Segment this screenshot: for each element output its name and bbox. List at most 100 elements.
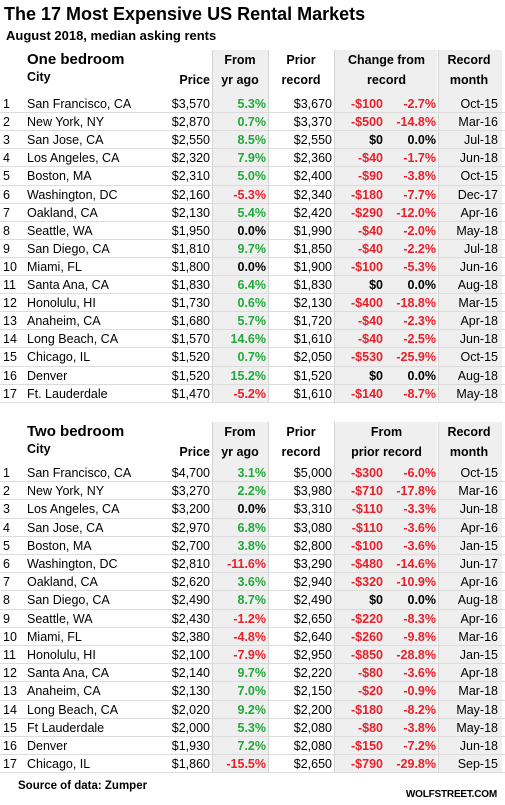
cell: $3,080 [293,520,332,535]
cell: 0.0% [237,259,267,274]
cell: Aug-18 [457,368,498,383]
cell: $2,800 [293,538,332,553]
cell: Sep-15 [457,757,498,772]
cell: -$790 [351,757,383,772]
row-rule [0,275,505,276]
header: prior record [351,445,422,459]
cell: 11 [3,648,16,662]
cell: Ft. Lauderdale [27,386,108,401]
cell: -$500 [351,115,383,130]
row-rule [0,736,505,737]
cell: $3,370 [293,115,332,130]
cell: $3,310 [293,502,332,517]
cell: $2,080 [293,720,332,735]
cell: San Diego, CA [27,593,110,608]
cell: -$290 [351,205,383,220]
cell: -5.3% [233,187,266,202]
cell: -3.8% [403,720,436,735]
cell: San Jose, CA [27,520,104,535]
cell: -2.5% [403,332,436,347]
cell: $3,980 [293,484,332,499]
header: month [449,445,489,459]
cell: -18.8% [396,296,436,311]
cell: Los Angeles, CA [27,151,120,166]
cell: -11.6% [227,557,266,571]
cell: -29.8% [396,757,436,772]
cell: 17 [3,757,17,772]
cell: $1,900 [293,259,332,274]
cell: -$100 [351,97,383,111]
cell: Jun-18 [459,151,498,166]
cell: Anaheim, CA [27,314,101,329]
cell: Washington, DC [27,557,118,571]
row-rule [0,202,505,204]
cell: -14.8% [396,115,436,130]
cell: 9 [3,241,10,256]
cell: 3.1% [237,466,267,480]
cell: -10.9% [396,575,436,590]
cell: -5.2% [233,386,266,401]
cell: $1,610 [293,386,332,401]
cell: -6.0% [403,466,436,480]
cell: $2,340 [293,187,332,202]
cell: $1,930 [171,739,210,753]
header: City [27,70,51,84]
cell: -4.8% [233,629,266,644]
cell: -3.3% [403,502,436,517]
cell: $3,200 [171,502,210,517]
cell: Los Angeles, CA [27,502,120,517]
row-rule [0,220,505,222]
row-rule [0,329,505,331]
header: From [224,53,256,67]
cell: $1,990 [293,223,332,238]
cell: -$260 [351,629,383,644]
cell: -$90 [357,169,383,184]
cell: $2,220 [293,666,332,681]
cell: -8.7% [403,386,436,401]
row-rule [0,238,505,240]
header: record [367,73,406,87]
cell: 6.8% [237,520,267,535]
cell: 11 [3,278,16,292]
cell: May-18 [456,223,498,238]
cell: -$110 [351,520,383,535]
column-rule [268,422,269,774]
cell: 8 [3,593,10,608]
cell: $2,420 [293,205,332,220]
cell: $1,520 [293,368,332,383]
brand: WOLFSTREET.COM [405,789,497,800]
cell: Jul-18 [463,241,498,256]
column-rule [334,422,335,774]
cell: $1,810 [171,241,210,256]
row-rule [0,681,505,683]
cell: 7 [3,205,10,220]
row-rule [0,663,505,665]
cell: 5.3% [237,720,267,735]
cell: Boston, MA [27,538,92,553]
cell: 5.4% [237,205,267,220]
header: Price [179,73,210,87]
cell: 6.4% [237,278,267,292]
header: record [281,73,321,87]
row-rule [0,481,505,483]
cell: $3,570 [171,97,210,111]
cell: 13 [3,684,17,699]
cell: $2,620 [171,575,210,590]
cell: -9.8% [403,629,436,644]
cell: 7.2% [237,739,267,753]
cell: $2,360 [293,151,332,166]
cell: 0.0% [407,133,437,148]
cell: $2,150 [293,684,332,699]
cell: -$100 [351,259,383,274]
cell: -2.0% [403,223,436,238]
cell: Chicago, IL [27,350,91,365]
cell: 14.6% [230,332,266,347]
column-shade [334,422,437,774]
cell: -$300 [351,466,383,480]
cell: -2.2% [403,241,436,256]
cell: $3,670 [293,97,332,111]
cell: -$80 [357,666,383,681]
column-shade [438,50,502,403]
cell: San Francisco, CA [27,466,132,480]
